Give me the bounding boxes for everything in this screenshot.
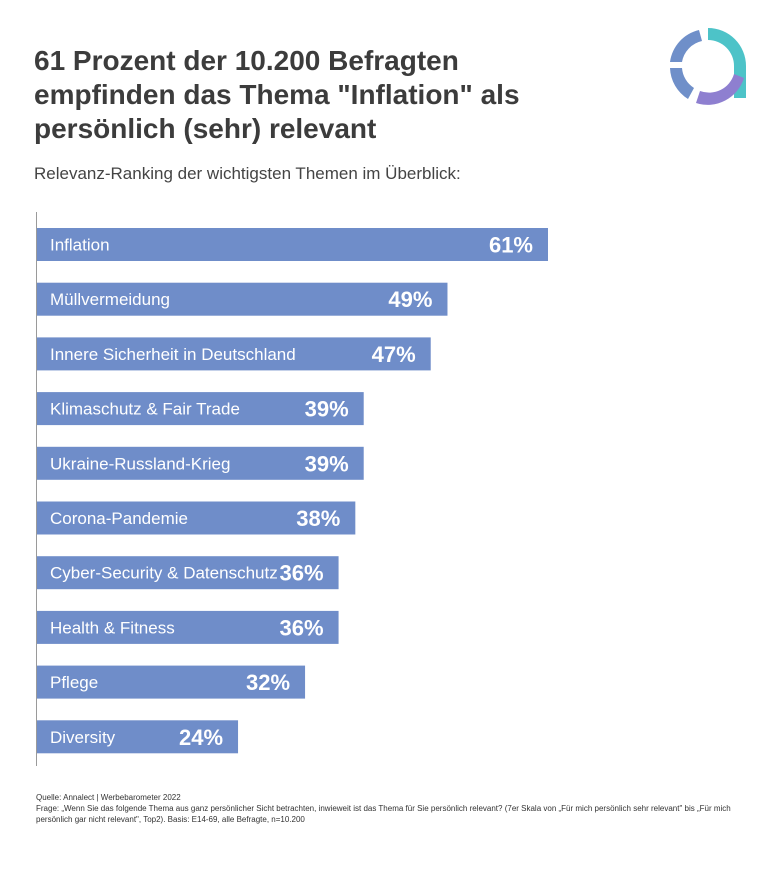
bar-category-label: Pflege <box>50 673 98 692</box>
bar-category-label: Diversity <box>50 728 116 747</box>
bar-value-label: 36% <box>280 615 324 640</box>
bar <box>37 501 356 535</box>
page-title: 61 Prozent der 10.200 Befragten empfinde… <box>34 45 520 144</box>
bar-category-label: Innere Sicherheit in Deutschland <box>50 345 296 364</box>
bar <box>37 610 339 644</box>
logo-purple-arc <box>696 74 744 105</box>
bar-value-label: 38% <box>296 506 340 531</box>
logo-blue-arc-lower <box>670 68 694 99</box>
question-note: Frage: „Wenn Sie das folgende Thema aus … <box>36 804 731 824</box>
bar-category-label: Klimaschutz & Fair Trade <box>50 400 240 419</box>
bar <box>37 228 548 261</box>
bar-category-label: Müllvermeidung <box>50 290 170 309</box>
logo-blue-arc-upper <box>670 30 702 62</box>
annalect-ring-logo-icon <box>670 28 746 105</box>
bar <box>37 720 239 754</box>
bar-value-label: 39% <box>305 397 349 422</box>
chart-subtitle: Relevanz-Ranking der wichtigsten Themen … <box>34 164 461 183</box>
bar <box>37 337 431 371</box>
bar-value-label: 61% <box>489 233 533 258</box>
bar-value-label: 47% <box>372 342 416 367</box>
bar <box>37 556 339 590</box>
bar-category-label: Cyber-Security & Datenschutz <box>50 564 278 583</box>
bar <box>37 446 364 480</box>
bar-category-label: Ukraine-Russland-Krieg <box>50 454 230 473</box>
bar-value-label: 36% <box>280 561 324 586</box>
bar <box>37 282 448 316</box>
source-note: Quelle: Annalect | Werbebarometer 2022 F… <box>36 792 756 825</box>
bar-value-label: 32% <box>246 670 290 695</box>
bar-value-label: 24% <box>179 725 223 750</box>
bar <box>37 392 364 426</box>
source-line: Quelle: Annalect | Werbebarometer 2022 <box>36 793 181 802</box>
bar-category-label: Corona-Pandemie <box>50 509 188 528</box>
bar <box>37 665 306 699</box>
bar-value-label: 49% <box>388 287 432 312</box>
bar-category-label: Inflation <box>50 236 110 255</box>
bar-category-label: Health & Fitness <box>50 618 175 637</box>
bar-value-label: 39% <box>305 451 349 476</box>
